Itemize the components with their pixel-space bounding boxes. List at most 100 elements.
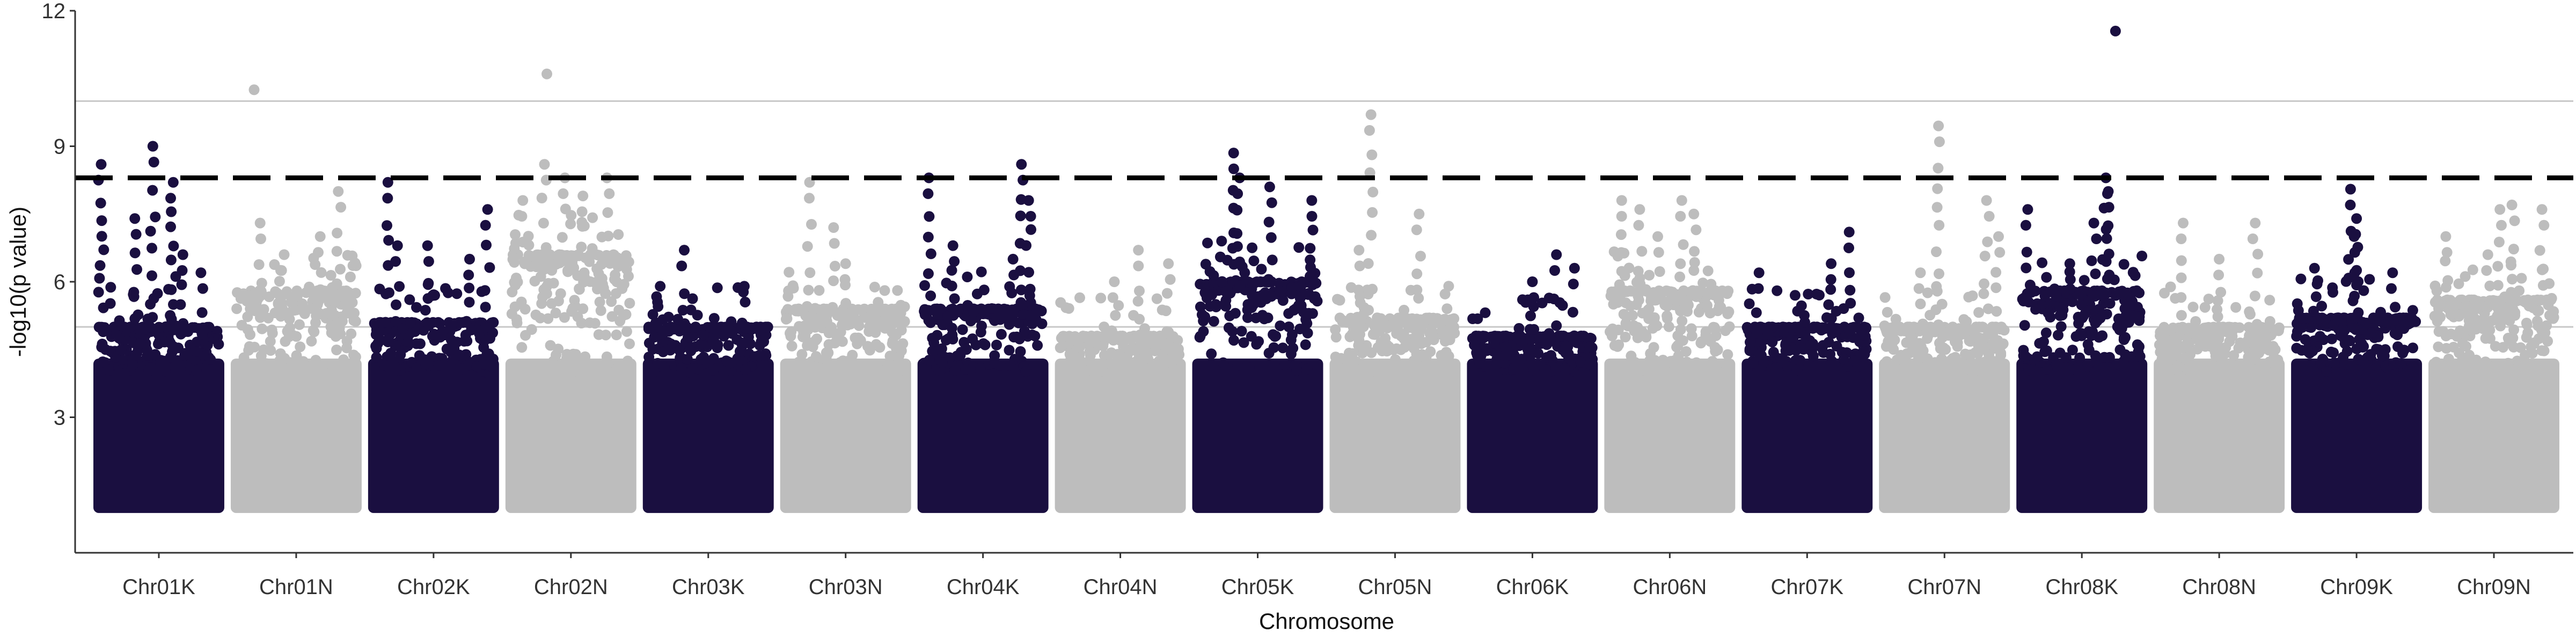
data-point <box>1960 348 1971 360</box>
data-point <box>1792 343 1803 355</box>
data-point <box>1234 280 1246 291</box>
data-point <box>166 284 177 295</box>
data-point <box>265 336 276 347</box>
dense-points <box>505 358 636 513</box>
data-point <box>165 193 176 204</box>
data-point <box>1833 323 1843 334</box>
data-point <box>2471 354 2482 365</box>
data-point <box>2521 318 2532 328</box>
data-point <box>2347 320 2358 331</box>
data-point <box>1450 365 1461 376</box>
data-point <box>509 277 520 288</box>
data-point <box>677 305 689 316</box>
peak-point <box>1023 195 1034 206</box>
data-point <box>939 319 950 331</box>
data-point <box>708 364 719 376</box>
data-point <box>1649 355 1660 366</box>
data-point <box>2373 331 2384 342</box>
data-point <box>1330 332 1342 343</box>
data-point <box>94 273 105 284</box>
data-point <box>1789 321 1801 333</box>
data-point <box>196 307 208 318</box>
data-point <box>96 215 107 226</box>
data-point <box>827 302 838 313</box>
peak-point <box>1414 208 1425 219</box>
data-point <box>538 217 549 229</box>
data-point <box>1931 202 1943 213</box>
data-point <box>287 305 298 316</box>
data-point <box>2053 330 2063 341</box>
data-point <box>1823 299 1834 310</box>
data-point <box>129 313 141 324</box>
data-point <box>809 303 821 314</box>
data-point <box>478 355 489 367</box>
data-point <box>2184 328 2196 339</box>
data-point <box>1421 361 1432 372</box>
data-point <box>127 359 138 370</box>
data-point <box>2326 333 2337 345</box>
data-point <box>129 247 141 259</box>
data-point <box>560 203 571 215</box>
data-point <box>2087 326 2098 338</box>
data-point <box>2193 334 2205 345</box>
data-point <box>405 317 416 328</box>
data-point <box>142 349 153 361</box>
data-point <box>1640 330 1651 341</box>
data-point <box>2505 256 2516 267</box>
data-point <box>1546 350 1557 361</box>
data-point <box>182 348 193 359</box>
data-point <box>98 326 109 338</box>
x-tick-label: Chr03N <box>809 575 883 599</box>
data-point <box>2349 247 2360 258</box>
data-point <box>1169 364 1181 375</box>
data-point <box>1513 323 1525 334</box>
data-point <box>2064 266 2075 277</box>
data-point <box>2536 345 2548 356</box>
data-point <box>257 364 268 376</box>
data-point <box>2213 321 2224 333</box>
data-point <box>837 319 847 331</box>
data-point <box>2247 233 2258 244</box>
data-point <box>1150 345 1161 356</box>
data-point <box>2429 311 2440 321</box>
data-point <box>2156 360 2167 371</box>
data-point <box>2065 283 2076 295</box>
data-point <box>726 365 737 376</box>
data-point <box>2375 306 2386 318</box>
data-point <box>2095 312 2106 324</box>
data-point <box>814 285 825 296</box>
data-point <box>2099 352 2110 363</box>
data-point <box>1933 319 1944 331</box>
data-point <box>2073 318 2084 329</box>
data-point <box>2057 310 2068 321</box>
data-point <box>284 313 295 325</box>
data-point <box>1849 355 1860 367</box>
data-point <box>896 345 907 356</box>
data-point <box>2120 349 2131 360</box>
data-point <box>1934 136 1945 148</box>
data-point <box>1534 332 1546 343</box>
data-point <box>785 328 795 339</box>
data-point <box>2173 331 2184 342</box>
x-tick-label: Chr04K <box>947 575 1020 599</box>
data-point <box>1657 355 1668 365</box>
data-point <box>2252 248 2264 260</box>
data-point <box>436 328 448 339</box>
data-point <box>887 335 898 347</box>
data-point <box>1706 279 1717 290</box>
peak-point <box>2178 217 2189 229</box>
peak-point <box>1688 208 1700 219</box>
data-point <box>1613 339 1624 350</box>
data-point <box>1084 346 1095 357</box>
data-point <box>2502 333 2514 343</box>
x-tick-label: Chr01N <box>259 575 333 599</box>
peak-point <box>1789 290 1801 301</box>
data-point <box>576 241 587 253</box>
peak-point <box>1527 276 1538 287</box>
data-point <box>1208 270 1219 281</box>
data-point <box>643 323 654 334</box>
data-point <box>1744 343 1755 355</box>
data-point <box>1293 242 1305 253</box>
data-point <box>1811 289 1822 299</box>
data-point <box>274 276 285 287</box>
